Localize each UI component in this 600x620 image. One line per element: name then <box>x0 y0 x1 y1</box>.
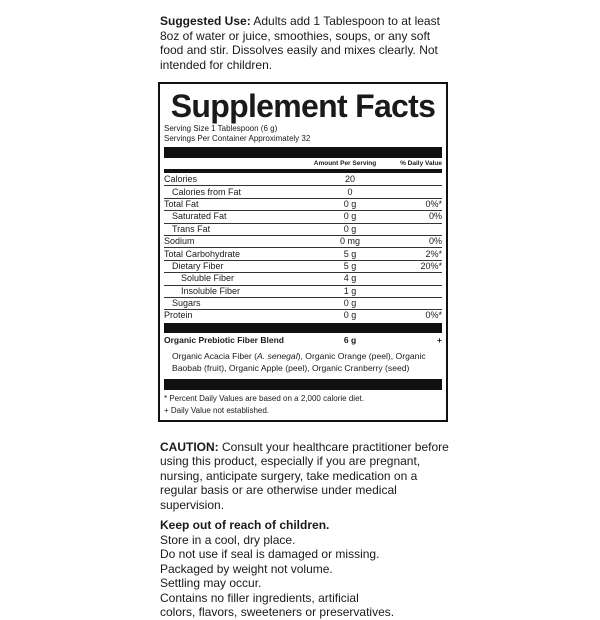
nutrient-row: Calories 20 <box>164 173 442 185</box>
ingredients-species: A. senegal <box>257 350 298 361</box>
ingredients-text: Organic Acacia Fiber ( <box>172 350 258 361</box>
suggested-use: Suggested Use: Adults add 1 Tablespoon t… <box>158 14 450 72</box>
servings-per-container: Servings Per Container Approximately 32 <box>164 134 311 143</box>
nutrient-dv: 0% <box>428 236 442 247</box>
storage-heading: Keep out of reach of children. <box>160 518 330 533</box>
nutrient-row: Soluble Fiber 4 g <box>164 272 442 284</box>
nutrient-amount: 0 g <box>343 310 357 321</box>
divider-bar <box>164 147 442 158</box>
serving-size: Serving Size 1 Tablespoon (6 g) <box>164 124 278 133</box>
nutrient-row: Dietary Fiber 5 g 20%* <box>164 259 442 272</box>
nutrient-amount: 5 g <box>343 260 357 271</box>
nutrient-dv: 0%* <box>425 310 442 321</box>
storage-line: colors, flavors, sweeteners or preservat… <box>160 605 395 620</box>
nutrient-row: Sodium 0 mg 0% <box>164 234 442 247</box>
nutrient-dv: 2%* <box>425 248 442 259</box>
nutrient-row: Sugars 0 g <box>164 296 442 309</box>
suggested-use-label: Suggested Use: <box>160 14 251 28</box>
storage-line: Packaged by weight not volume. <box>160 561 333 576</box>
nutrient-amount: 4 g <box>343 273 357 284</box>
nutrient-amount: 0 g <box>343 223 357 234</box>
storage-info: Keep out of reach of children. Store in … <box>158 518 450 620</box>
nutrient-name: Total Fat <box>164 198 199 209</box>
suggested-use-text: Adults add 1 Tablespoon to at least 8oz … <box>160 14 440 72</box>
nutrient-name: Protein <box>164 310 193 321</box>
blend-dv: + <box>437 335 442 346</box>
storage-line: Settling may occur. <box>160 576 262 591</box>
caution: CAUTION: Consult your healthcare practit… <box>158 440 450 513</box>
nutrient-amount: 5 g <box>343 248 357 259</box>
nutrient-row: Saturated Fat 0 g 0% <box>164 210 442 222</box>
nutrient-name: Saturated Fat <box>172 211 227 222</box>
nutrient-name: Sodium <box>164 236 195 247</box>
blend-ingredients: Organic Acacia Fiber (A. senegal), Organ… <box>164 350 442 374</box>
nutrient-row: Total Fat 0 g 0%* <box>164 197 442 210</box>
label-column: Suggested Use: Adults add 1 Tablespoon t… <box>158 0 450 620</box>
nutrient-amount: 0 g <box>343 198 357 209</box>
nutrient-row: Total Carbohydrate 5 g 2%* <box>164 247 442 259</box>
storage-line: Contains no filler ingredients, artifici… <box>160 590 359 605</box>
nutrient-row: Protein 0 g 0%* <box>164 309 442 321</box>
amount-header: Amount Per Serving <box>313 160 377 167</box>
column-header: Amount Per Serving % Daily Value <box>164 158 442 169</box>
nutrient-name: Soluble Fiber <box>181 273 235 284</box>
nutrient-amount: 0 mg <box>339 236 360 247</box>
nutrient-row: Trans Fat 0 g <box>164 222 442 235</box>
dv-header: % Daily Value <box>400 160 442 167</box>
caution-label: CAUTION: <box>160 439 219 454</box>
supplement-facts-panel: Supplement Facts Serving Size 1 Tablespo… <box>158 82 448 422</box>
nutrient-name: Trans Fat <box>172 223 211 234</box>
nutrient-dv: 20%* <box>420 260 442 271</box>
blend-amount: 6 g <box>343 335 357 346</box>
nutrient-dv: 0%* <box>425 198 442 209</box>
nutrient-name: Calories from Fat <box>172 186 242 197</box>
ingredients-text: ), Organic Orange (peel), Organic Baobab… <box>172 350 426 373</box>
nutrient-name: Insoluble Fiber <box>181 285 241 296</box>
nutrient-dv: 0% <box>428 211 442 222</box>
panel-title: Supplement Facts <box>170 88 436 124</box>
divider-bar <box>164 169 442 173</box>
nutrient-row: Insoluble Fiber 1 g <box>164 284 442 297</box>
nutrient-name: Dietary Fiber <box>172 260 224 271</box>
blend-name: Organic Prebiotic Fiber Blend <box>164 335 284 346</box>
nutrient-name: Calories <box>164 173 198 184</box>
footnote-plus: + Daily Value not established. <box>164 405 270 415</box>
nutrient-amount: 0 g <box>343 298 357 309</box>
nutrient-amount: 0 g <box>343 211 357 222</box>
nutrient-name: Sugars <box>172 298 201 309</box>
nutrient-row: Calories from Fat 0 <box>164 185 442 197</box>
nutrient-name: Total Carbohydrate <box>164 248 241 259</box>
caution-text: Consult your healthcare practitioner bef… <box>160 439 449 512</box>
divider-bar <box>164 322 442 333</box>
divider-bar <box>164 378 442 390</box>
storage-line: Do not use if seal is damaged or missing… <box>160 547 380 562</box>
footnote-dv: * Percent Daily Values are based on a 2,… <box>164 393 364 403</box>
blend-row: Organic Prebiotic Fiber Blend 6 g + <box>164 333 442 348</box>
nutrient-amount: 1 g <box>343 285 357 296</box>
nutrient-amount: 20 <box>344 173 355 184</box>
nutrient-amount: 0 <box>347 186 353 197</box>
storage-line: Store in a cool, dry place. <box>160 532 296 547</box>
